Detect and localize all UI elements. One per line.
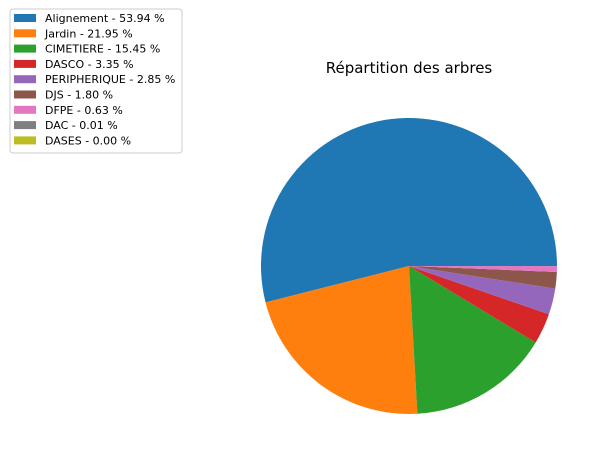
legend-swatch-1 (14, 14, 36, 22)
legend-label-8: DAC - 0.01 % (45, 119, 118, 132)
legend-swatch-5 (14, 75, 36, 84)
legend: Alignement - 53.94 % Jardin - 21.95 % CIME… (9, 8, 183, 154)
pie-slice-4 (409, 266, 549, 343)
legend-label-2: Jardin - 21.95 % (44, 27, 133, 40)
legend-label-6: DJS - 1.80 % (45, 89, 113, 102)
legend-swatch-3 (14, 44, 36, 53)
legend-swatch-8 (14, 121, 36, 130)
legend-swatch-4 (14, 59, 36, 68)
legend-label-7: DFPE - 0.63 % (45, 104, 123, 117)
legend-label-9: DASES - 0.00 % (45, 134, 131, 147)
pie-slice-6 (409, 266, 557, 289)
pie-slice-7 (409, 266, 557, 272)
pie-slice-1 (261, 117, 557, 303)
pie-slice-5 (409, 266, 556, 315)
legend-label-1: Alignement - 53.94 % (45, 12, 165, 25)
legend-label-4: DASCO - 3.35 % (45, 58, 134, 71)
legend-swatch-6 (14, 90, 36, 99)
pie-slice-2 (265, 266, 418, 415)
pie (261, 117, 557, 415)
legend-frame (9, 8, 183, 154)
pie-slice-3 (409, 266, 536, 414)
legend-swatch-7 (14, 105, 36, 114)
legend-label-5: PERIPHERIQUE - 2.85 % (45, 73, 175, 86)
legend-swatch-9 (14, 136, 36, 145)
chart-title: Répartition des arbres (326, 59, 493, 77)
legend-swatch-2 (14, 29, 36, 38)
legend-label-3: CIMETIERE - 15.45 % (45, 43, 160, 56)
